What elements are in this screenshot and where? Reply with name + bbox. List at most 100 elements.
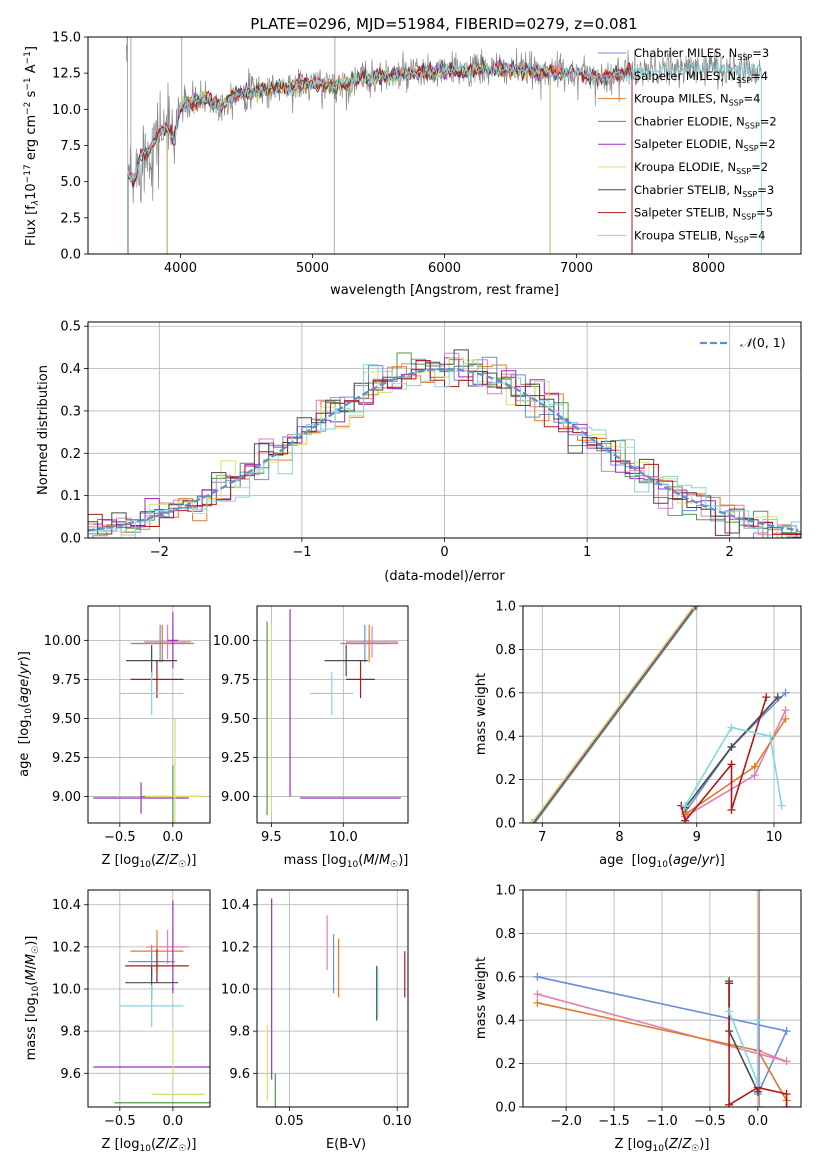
y-tick-label: 10.0 — [52, 103, 81, 118]
histogram-salpeter-stelib — [88, 360, 801, 536]
y-tick-label: 10.00 — [213, 634, 250, 649]
y-tick-label: 10.4 — [221, 898, 250, 913]
legend-label: Chabrier STELIB — [634, 183, 726, 197]
x-axis-label: Z [log10(Z/Z☉)] — [102, 853, 197, 870]
series-marker — [692, 606, 701, 610]
x-tick-label: 8 — [615, 830, 623, 845]
panel-residuals: −2 −1 0 1 2 0.0 0.1 0.2 0.3 0.4 0.5 (data-model)/er… — [36, 320, 802, 584]
y-tick-label: 9.50 — [221, 712, 250, 727]
series-line — [684, 692, 787, 813]
y-tick-label: 9.25 — [221, 751, 250, 766]
y-tick-label: 2.5 — [60, 211, 81, 226]
plot-area — [266, 898, 406, 1107]
y-tick-label: 0.0 — [60, 532, 81, 547]
y-tick-label: 9.50 — [52, 712, 81, 727]
y-tick-label: 9.6 — [60, 1067, 81, 1082]
y-tick-label: 0.4 — [495, 1014, 516, 1029]
series-marker — [753, 1016, 762, 1025]
plot-area — [533, 890, 791, 1107]
panel-spectrum: 4000 5000 6000 7000 8000 0.0 2.5 5.0 7.5 10.0 12.5… — [23, 31, 802, 298]
x-tick-label: 0.0 — [163, 1114, 184, 1129]
y-tick-label: 1.0 — [495, 600, 516, 615]
x-axis-label: Z [log10(Z/Z☉)] — [102, 1137, 197, 1154]
panel-mass_vs_ebv: 0.05 0.10 9.6 9.8 10.0 10.2 10.4 E(B-V) — [221, 889, 412, 1152]
y-tick-label: 0.8 — [495, 927, 516, 942]
histogram-kroupa-elodie — [88, 357, 801, 538]
panel-weight_vs_age: 7 8 9 10 0.0 0.2 0.4 0.6 0.8 1.0 age [log10(age/yr… — [474, 600, 802, 870]
y-tick-label: 0.2 — [495, 1057, 516, 1072]
x-tick-label: 2 — [726, 545, 734, 560]
x-axis-label: E(B-V) — [326, 1137, 366, 1152]
y-tick-label: 0.4 — [60, 362, 81, 377]
x-tick-label: −0.5 — [104, 1114, 136, 1129]
x-tick-label: −1.0 — [646, 1114, 678, 1129]
legend-label: Kroupa ELODIE — [634, 160, 720, 174]
x-tick-label: 9 — [693, 830, 701, 845]
y-tick-label: 9.75 — [52, 673, 81, 688]
series-marker — [691, 606, 700, 610]
x-tick-label: 10.0 — [329, 830, 358, 845]
figure-title: PLATE=0296, MJD=51984, FIBERID=0279, z=0… — [250, 15, 637, 33]
x-tick-label: −1 — [292, 545, 311, 560]
legend-label: Chabrier MILES — [634, 46, 721, 60]
series-line — [684, 709, 787, 818]
series-marker — [725, 1100, 734, 1107]
y-tick-label: 9.75 — [221, 673, 250, 688]
series-marker — [781, 714, 790, 723]
series-marker — [773, 693, 782, 702]
series-marker — [681, 801, 690, 810]
legend-entry: Chabrier ELODIE, NSSP=2 — [634, 114, 777, 130]
series-line — [684, 726, 783, 807]
y-tick-label: 0.0 — [60, 248, 81, 263]
x-tick-label: 10 — [766, 830, 783, 845]
x-tick-label: −0.5 — [104, 830, 136, 845]
series-marker — [782, 1057, 791, 1066]
axes-frame — [256, 605, 409, 824]
axes-frame — [256, 889, 409, 1108]
y-tick-label: 9.00 — [221, 790, 250, 805]
histogram-chabrier-elodie — [88, 352, 801, 538]
series-marker — [750, 771, 759, 780]
y-tick-label: 0.1 — [60, 489, 81, 504]
y-tick-label: 10.00 — [44, 634, 81, 649]
x-axis-label: mass [log10(M/M☉)] — [284, 853, 409, 870]
panel-mass_vs_Z: −0.5 0.0 9.6 9.8 10.0 10.2 10.4 Z [log10(Z/Z☉)]… — [24, 889, 211, 1154]
legend-label: Kroupa STELIB — [634, 228, 718, 242]
y-tick-label: 0.0 — [495, 1101, 516, 1116]
y-tick-label: 10.4 — [52, 898, 81, 913]
y-tick-label: 0.5 — [60, 320, 81, 335]
legend-entry: Chabrier MILES, NSSP=3 — [634, 46, 769, 62]
series-line — [530, 606, 695, 823]
series-marker — [681, 816, 690, 823]
x-tick-label: 1 — [583, 545, 591, 560]
y-tick-label: 9.6 — [229, 1067, 250, 1082]
y-tick-label: 0.6 — [495, 686, 516, 701]
axes-frame — [522, 605, 802, 824]
series-line — [533, 606, 698, 823]
y-tick-label: 9.25 — [52, 751, 81, 766]
y-tick-label: 0.4 — [495, 730, 516, 745]
panel-age_vs_Z: −0.5 0.0 9.00 9.25 9.50 9.75 10.00 Z [log10(Z/Z… — [17, 605, 211, 870]
x-tick-label: −1.5 — [598, 1114, 630, 1129]
series-marker — [725, 1007, 734, 1016]
y-tick-label: 15.0 — [52, 31, 81, 46]
series-line — [532, 606, 696, 823]
x-tick-label: 7 — [538, 830, 546, 845]
y-axis-label: Normed distribution — [36, 365, 51, 495]
y-tick-label: 0.0 — [495, 817, 516, 832]
legend-entry: Salpeter MILES, NSSP=4 — [634, 69, 768, 85]
series-marker — [725, 979, 734, 988]
series-marker — [727, 723, 736, 732]
y-axis-label: age [log10(age/yr)] — [17, 651, 34, 777]
axes-frame — [87, 321, 802, 539]
normal-curve — [88, 367, 799, 532]
series-marker — [727, 743, 736, 752]
series-marker — [750, 762, 759, 771]
legend-entry: Salpeter ELODIE, NSSP=2 — [634, 137, 776, 153]
legend-entry: Salpeter STELIB, NSSP=5 — [634, 206, 773, 222]
y-tick-label: 9.00 — [52, 790, 81, 805]
y-tick-label: 12.5 — [52, 67, 81, 82]
plot-area — [266, 609, 401, 816]
legend-entry: Kroupa MILES, NSSP=4 — [634, 92, 761, 108]
x-tick-label: −0.5 — [694, 1114, 726, 1129]
